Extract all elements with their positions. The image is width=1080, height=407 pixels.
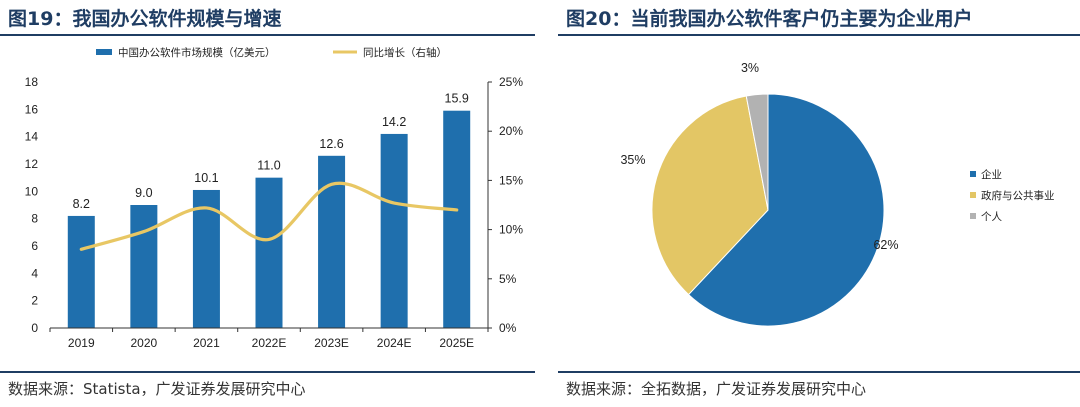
bar-data-label: 15.9	[445, 92, 469, 106]
pie-legend-label: 政府与公共事业	[981, 189, 1055, 202]
left-chart-title: 图19：我国办公软件规模与增速	[8, 8, 282, 30]
pie-data-label: 35%	[620, 153, 645, 167]
bar	[67, 215, 95, 328]
y-left-tick-label: 18	[25, 75, 39, 89]
x-tick-label: 2023E	[314, 336, 349, 350]
y-left-tick-label: 10	[25, 184, 39, 198]
y-left-tick-label: 16	[25, 102, 39, 116]
bar	[443, 110, 471, 328]
y-right-tick-label: 10%	[499, 223, 523, 237]
left-source: 数据来源：Statista，广发证券发展研究中心	[8, 380, 306, 398]
y-right-tick-label: 0%	[499, 321, 517, 335]
x-tick-label: 2022E	[252, 336, 287, 350]
pie-slice	[745, 93, 769, 211]
x-tick-label: 2021	[193, 336, 220, 350]
bar-data-label: 11.0	[257, 159, 280, 173]
y-right-tick-label: 20%	[499, 124, 523, 138]
pie-legend-swatch	[970, 192, 976, 198]
bar	[318, 155, 346, 328]
right-source: 数据来源：全拓数据，广发证券发展研究中心	[566, 380, 867, 398]
x-tick-label: 2024E	[377, 336, 412, 350]
left-source-rule	[0, 371, 535, 373]
bar	[192, 189, 220, 328]
bar-data-label: 9.0	[135, 186, 152, 200]
y-right-tick-label: 5%	[499, 272, 517, 286]
y-left-tick-label: 2	[31, 294, 38, 308]
y-right-tick-label: 25%	[499, 75, 523, 89]
pie-data-label: 62%	[873, 238, 898, 252]
bar-data-label: 8.2	[73, 197, 90, 211]
y-left-tick-label: 4	[31, 266, 38, 280]
x-tick-label: 2020	[131, 336, 158, 350]
y-left-tick-label: 14	[25, 130, 39, 144]
legend-bar-swatch	[96, 49, 112, 55]
bar-data-label: 10.1	[194, 171, 218, 185]
pie-slice	[687, 93, 885, 327]
pie-data-label: 3%	[741, 61, 759, 75]
y-left-tick-label: 8	[31, 212, 38, 226]
pie-legend-swatch	[970, 171, 976, 177]
legend-line-label: 同比增长（右轴）	[363, 46, 447, 59]
right-chart-title: 图20：当前我国办公软件客户仍主要为企业用户	[566, 8, 973, 30]
y-right-tick-label: 15%	[499, 173, 523, 187]
bar-data-label: 14.2	[382, 115, 406, 129]
x-tick-label: 2019	[68, 336, 95, 350]
bar	[130, 205, 158, 328]
y-left-tick-label: 0	[31, 321, 38, 335]
left-title-rule	[0, 34, 535, 36]
pie-legend-label: 企业	[981, 168, 1002, 181]
bar	[380, 133, 408, 328]
bar-line-chart: 中国办公软件市场规模（亿美元） 同比增长（右轴） 0 2 4 6 8 10 12 14 16 18 0%…	[25, 46, 524, 350]
x-tick-label: 2025E	[439, 336, 474, 350]
bar-data-label: 12.6	[319, 137, 343, 151]
left-panel: 图19：我国办公软件规模与增速 中国办公软件市场规模（亿美元） 同比增长（右轴） 0…	[0, 0, 535, 407]
y-left-tick-label: 6	[31, 239, 38, 253]
right-title-rule	[558, 34, 1080, 36]
legend-bar-label: 中国办公软件市场规模（亿美元）	[118, 46, 276, 59]
pie-legend-label: 个人	[981, 211, 1002, 223]
pie-legend-swatch	[970, 213, 976, 219]
bar	[255, 177, 283, 328]
y-left-tick-label: 12	[25, 157, 39, 171]
right-source-rule	[558, 371, 1080, 373]
pie-slice	[651, 95, 769, 296]
right-panel: 图20：当前我国办公软件客户仍主要为企业用户 62% 35% 3% 企业政府与公共事业…	[558, 0, 1080, 407]
